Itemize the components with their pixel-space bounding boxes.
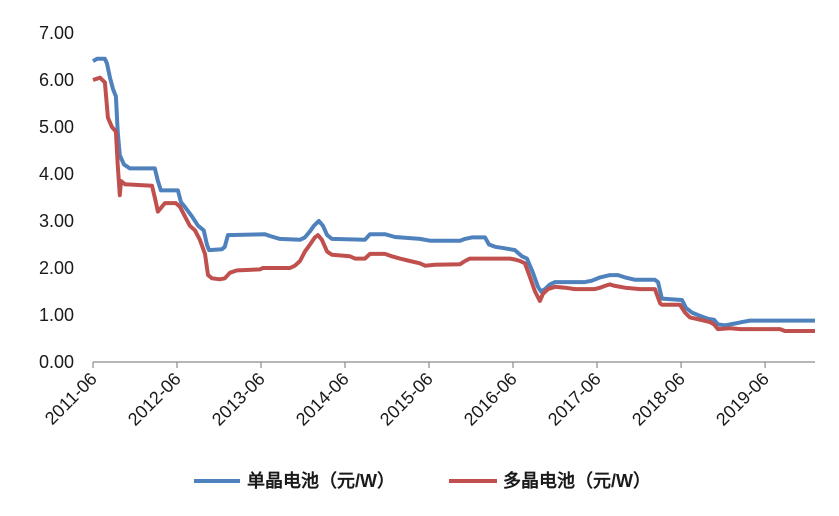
y-tick-label: 1.00 — [39, 305, 74, 325]
legend-item-mono: 单晶电池（元/W） — [194, 470, 395, 491]
legend-item-poly: 多晶电池（元/W） — [449, 470, 651, 491]
legend: 单晶电池（元/W） 多晶电池（元/W） — [194, 470, 651, 491]
y-tick-label: 7.00 — [39, 23, 74, 43]
y-tick-label: 2.00 — [39, 258, 74, 278]
plot-area — [91, 56, 815, 333]
legend-label-mono: 单晶电池（元/W） — [247, 470, 395, 491]
y-tick-label: 0.00 — [39, 352, 74, 372]
y-tick-label: 5.00 — [39, 117, 74, 137]
y-tick-label: 4.00 — [39, 164, 74, 184]
y-tick-label: 6.00 — [39, 70, 74, 90]
series-line-poly — [92, 75, 815, 333]
series-line-mono — [91, 56, 815, 328]
legend-label-poly: 多晶电池（元/W） — [503, 470, 651, 491]
y-tick-label: 3.00 — [39, 211, 74, 231]
y-axis-tick-labels: 0.00 1.00 2.00 3.00 4.00 5.00 6.00 7.00 — [39, 23, 74, 372]
